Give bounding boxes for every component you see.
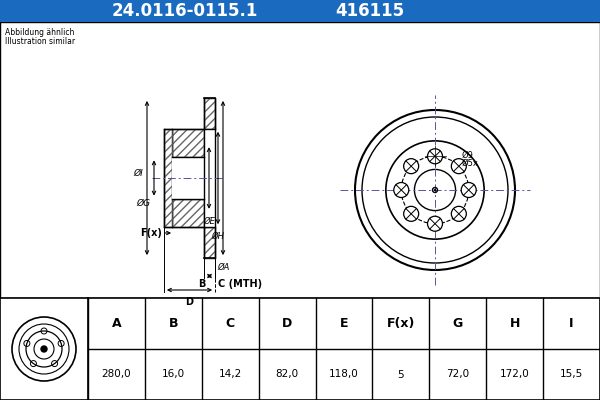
Text: 82,0: 82,0 [275,370,299,380]
Text: C: C [226,317,235,330]
Circle shape [434,189,436,191]
Text: A: A [112,317,121,330]
Circle shape [427,149,443,164]
Text: 72,0: 72,0 [446,370,469,380]
Text: 5: 5 [398,370,404,380]
Text: H: H [509,317,520,330]
Text: ØG: ØG [136,199,150,208]
Bar [204,227,215,258]
Bar [204,98,215,129]
Bar [164,129,172,227]
Text: 14,2: 14,2 [218,370,242,380]
Text: F(x): F(x) [387,317,415,330]
Circle shape [41,346,47,352]
Bar [164,129,172,227]
Bar [204,227,215,258]
Text: E: E [340,317,348,330]
Text: B: B [169,317,178,330]
Text: ØA: ØA [217,263,229,272]
Text: Ø5x: Ø5x [462,159,479,168]
Text: B: B [198,279,205,289]
Text: Ø9: Ø9 [462,151,474,160]
Circle shape [461,182,476,198]
Bar [0,0,600,22]
Text: Illustration similar: Illustration similar [5,37,75,46]
Circle shape [394,182,409,198]
Bar [172,129,204,158]
Text: D: D [282,317,292,330]
Text: Abbildung ähnlich: Abbildung ähnlich [5,28,74,37]
Bar [172,158,204,198]
Text: F(x): F(x) [140,228,162,238]
Text: 280,0: 280,0 [101,370,131,380]
Text: ØE: ØE [203,217,215,226]
Text: 15,5: 15,5 [560,370,583,380]
Circle shape [404,159,419,174]
Text: 118,0: 118,0 [329,370,359,380]
Circle shape [451,159,466,174]
Bar [204,129,215,227]
Text: ØH: ØH [212,232,224,241]
Bar [172,198,204,227]
Bar [0,22,600,298]
Text: D: D [185,297,193,307]
Text: C (MTH): C (MTH) [218,279,262,289]
Circle shape [427,216,443,231]
Text: 172,0: 172,0 [500,370,530,380]
Text: 24.0116-0115.1: 24.0116-0115.1 [112,2,258,20]
Text: G: G [452,317,463,330]
Bar [204,98,215,129]
Circle shape [451,206,466,221]
Text: 416115: 416115 [335,2,404,20]
Bar [172,198,204,227]
Text: 16,0: 16,0 [162,370,185,380]
Circle shape [404,206,419,221]
Bar [172,129,204,158]
Text: I: I [569,317,574,330]
Bar [0,298,600,400]
Text: ØI: ØI [133,168,143,178]
